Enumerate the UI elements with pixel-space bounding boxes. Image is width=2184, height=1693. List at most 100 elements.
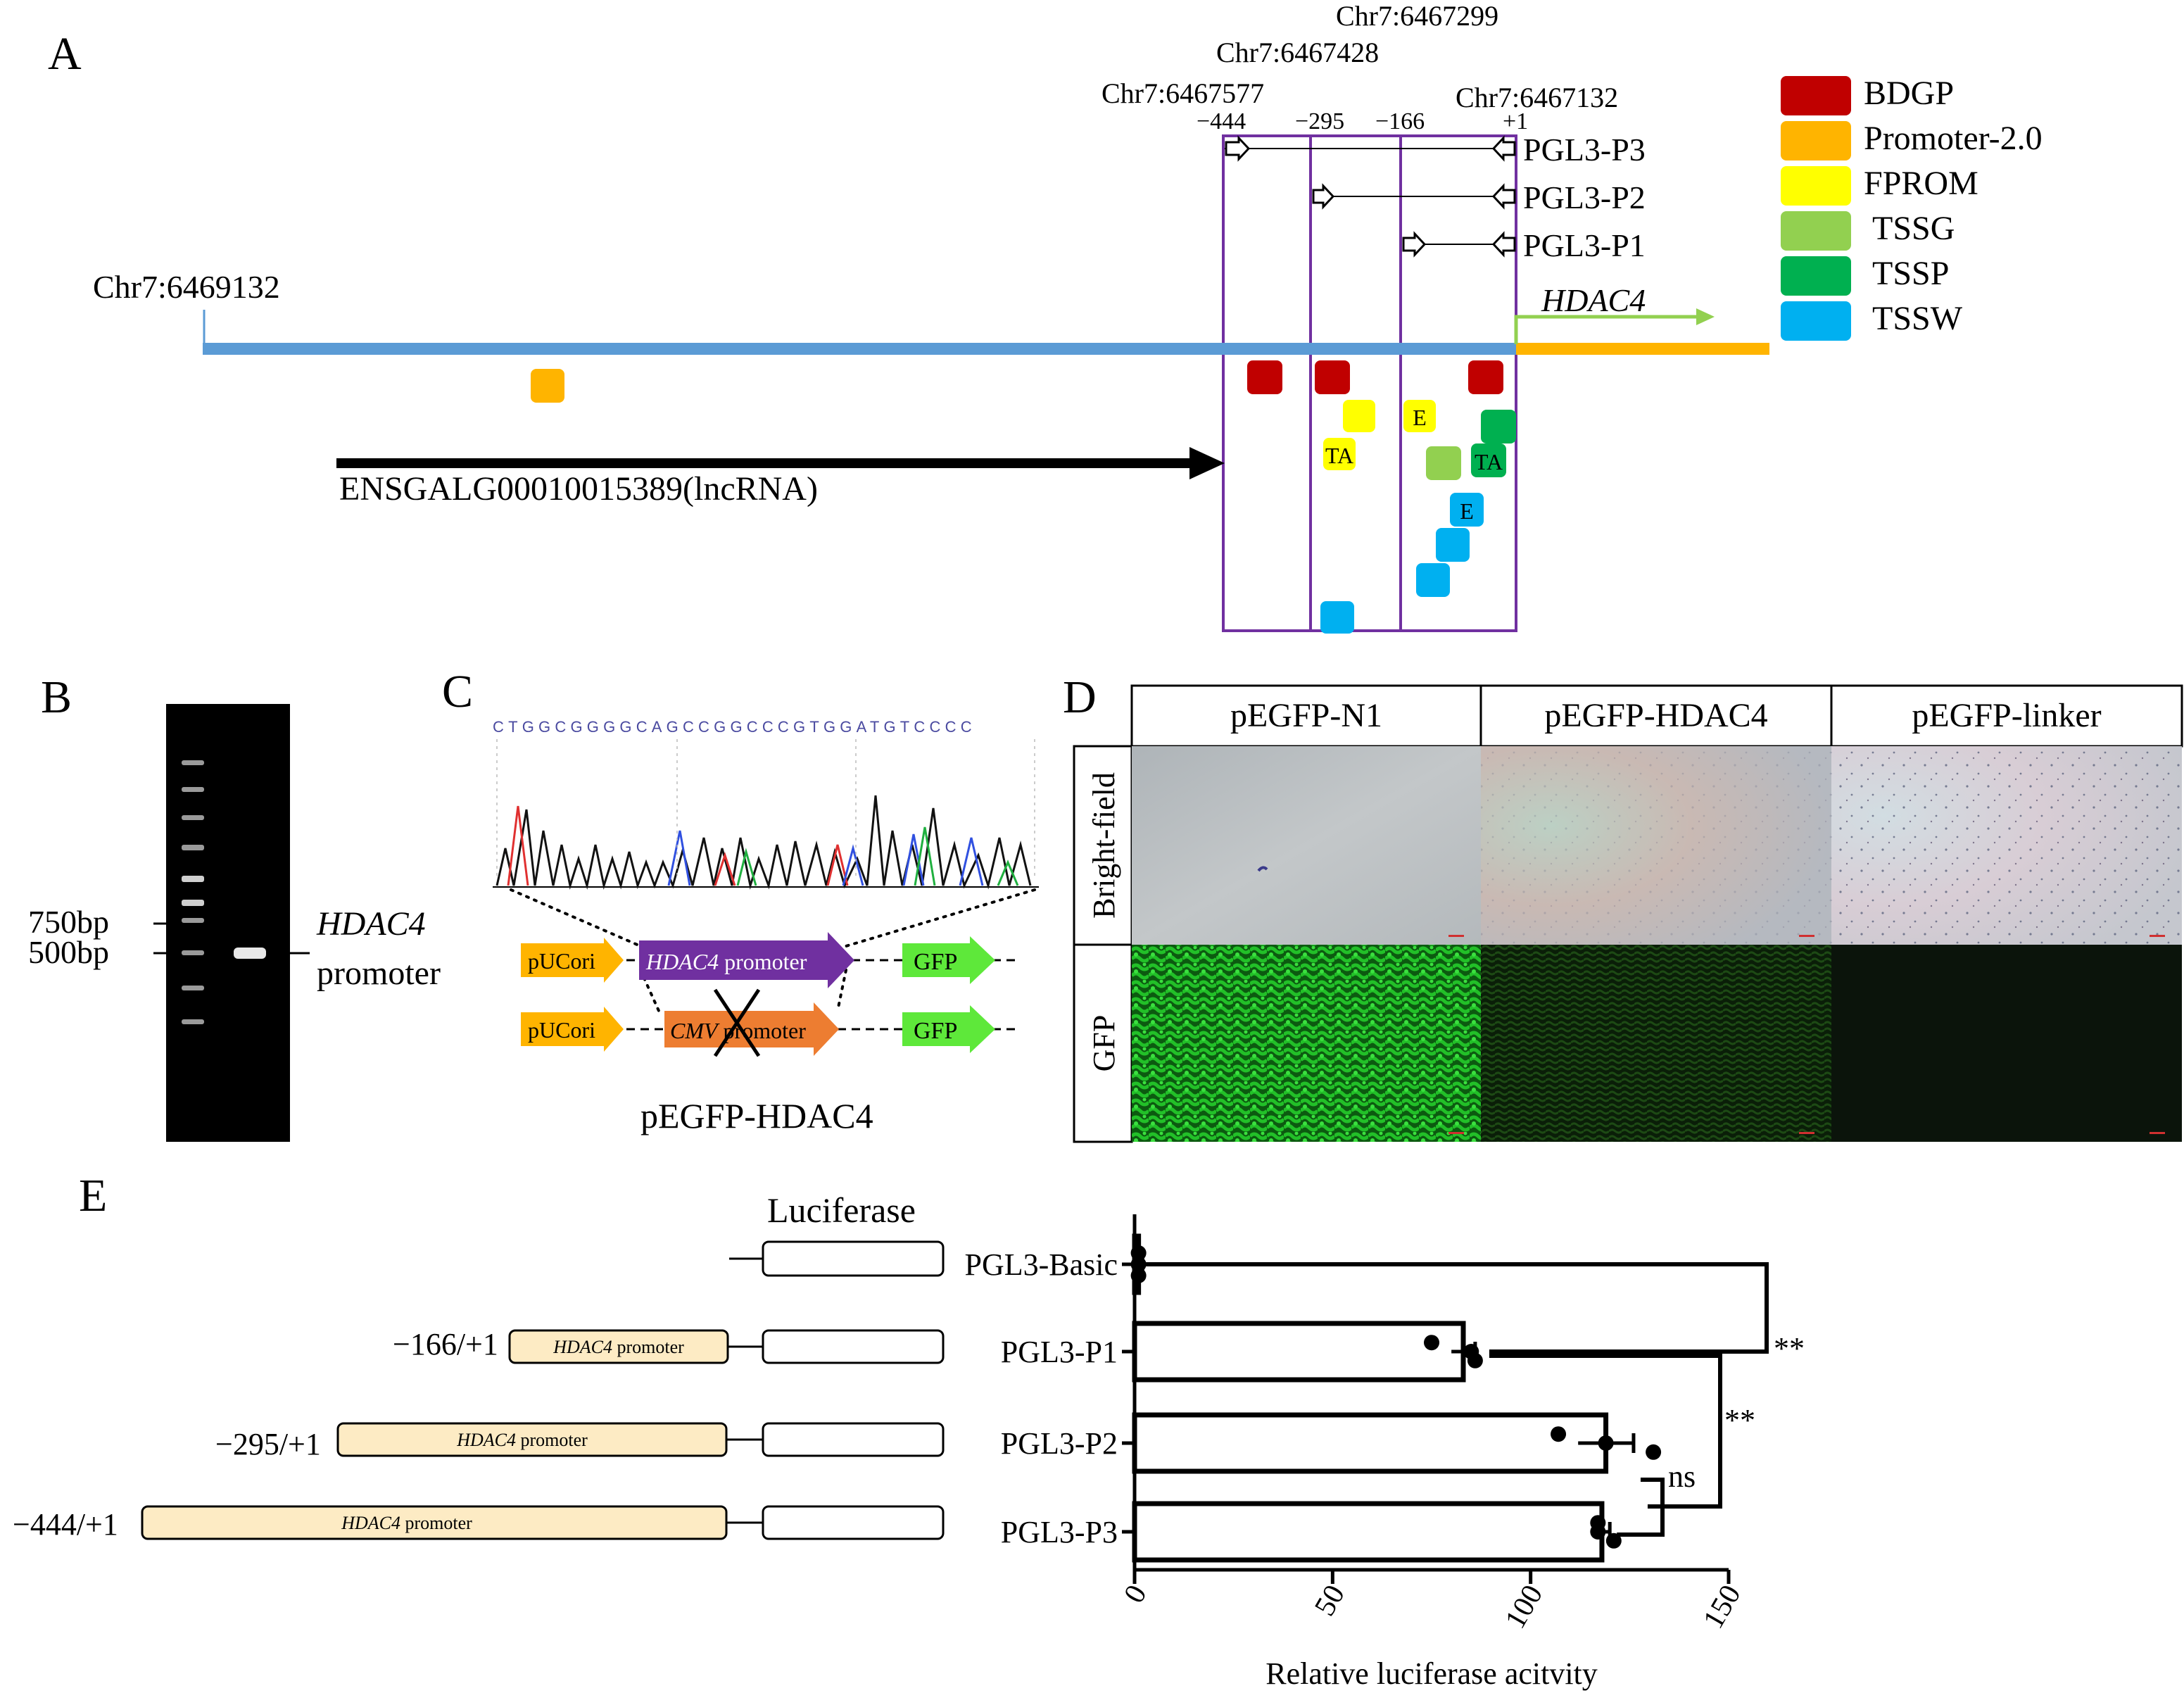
legend-swatch-bdgp bbox=[1781, 76, 1851, 115]
promoter-box-p1-label: HDAC4 promoter bbox=[553, 1337, 684, 1357]
luciferase-box-p1 bbox=[762, 1329, 945, 1364]
panel-d: D pEGFP-N1 pEGFP-HDAC4 pEGFP-linker Brig… bbox=[1063, 672, 2183, 1143]
panel-c: C CTGGCGGGGCAGCCGGCCCGTGGATGTCCCC pUCori… bbox=[442, 666, 1039, 1135]
data-point-0-0 bbox=[1130, 1245, 1147, 1261]
col-header-n1: pEGFP-N1 bbox=[1230, 697, 1382, 734]
bdgp-mark-3 bbox=[1468, 360, 1503, 394]
image-brightfield-hdac4-cells bbox=[1481, 746, 1831, 945]
fprom-mark-3 bbox=[1403, 400, 1436, 432]
lncrna-arrow-head bbox=[1189, 447, 1225, 479]
primer-p3 bbox=[1225, 135, 1516, 162]
legend-swatch-tssg bbox=[1781, 211, 1851, 251]
significance-bracket-1 bbox=[1489, 1354, 1722, 1509]
tick-295: −295 bbox=[1295, 108, 1344, 134]
band-promoter-label: promoter bbox=[317, 955, 441, 992]
tssw-mark-1 bbox=[1450, 493, 1484, 527]
panel-d-label: D bbox=[1063, 672, 1097, 723]
image-gfp-hdac4 bbox=[1481, 945, 1831, 1142]
coord-6467132: Chr7:6467132 bbox=[1456, 82, 1618, 113]
legend-swatch-promoter2 bbox=[1781, 121, 1851, 161]
coord-6469132: Chr7:6469132 bbox=[93, 269, 280, 305]
image-gfp-linker bbox=[1831, 945, 2182, 1142]
bar-pgl3-p1 bbox=[1132, 1321, 1466, 1383]
gel-ladder bbox=[182, 760, 204, 1024]
luciferase-bar-chart: 0 50 100 150 PGL3-Basic PGL3-P1 PGL3-P2 PGL3-P3… bbox=[964, 1214, 1805, 1691]
sequence-text: CTGGCGGGGCAGCCGGCCCGTGGATGTCCCC bbox=[493, 718, 976, 736]
panel-e-label: E bbox=[79, 1170, 107, 1221]
tssw-mark-4 bbox=[1320, 601, 1354, 634]
category-label-1: PGL3-P1 bbox=[1001, 1335, 1118, 1369]
legend-swatch-fprom bbox=[1781, 166, 1851, 206]
bdgp-mark-1 bbox=[1247, 360, 1282, 394]
legend-label-bdgp: BDGP bbox=[1864, 75, 1954, 112]
bar-pgl3-p2 bbox=[1132, 1412, 1609, 1474]
category-label-2: PGL3-P2 bbox=[1001, 1426, 1118, 1461]
significance-bracket-2 bbox=[1617, 1478, 1665, 1537]
primer-p1 bbox=[1402, 231, 1516, 258]
tss-arrow-head bbox=[1696, 308, 1715, 325]
promoter-box-p3-label: HDAC4 promoter bbox=[341, 1513, 472, 1533]
significance-bracket-0 bbox=[1145, 1262, 1769, 1354]
col-header-linker: pEGFP-linker bbox=[1912, 697, 2101, 734]
legend-label-tssp: TSSP bbox=[1872, 255, 1949, 292]
tssg-mark bbox=[1426, 446, 1461, 480]
deletion-cross-icon bbox=[713, 988, 761, 1057]
col-header-hdac4: pEGFP-HDAC4 bbox=[1544, 697, 1767, 734]
coord-6467428: Chr7:6467428 bbox=[1216, 37, 1379, 68]
tick-444: −444 bbox=[1197, 108, 1246, 134]
construct-label-p2: PGL3-P2 bbox=[1523, 180, 1646, 215]
coord-6467299: Chr7:6467299 bbox=[1336, 0, 1498, 32]
lncrna-label: ENSGALG00010015389(lncRNA) bbox=[339, 470, 818, 508]
promoter-box-p2-label: HDAC4 promoter bbox=[456, 1430, 588, 1450]
zoom-lines bbox=[510, 888, 1036, 948]
gfp-arrow-1 bbox=[902, 936, 995, 984]
e-label-1: E bbox=[1413, 405, 1427, 430]
panel-e: E Luciferase −166/+1 HDAC4 promoter −295… bbox=[13, 1170, 1805, 1691]
gfp-label-2: GFP bbox=[914, 1018, 957, 1044]
row-header-brightfield: Bright-field bbox=[1087, 772, 1121, 919]
fprom-mark-2 bbox=[1323, 438, 1356, 470]
data-point-3-2 bbox=[1605, 1532, 1622, 1549]
tick-plus1: +1 bbox=[1503, 108, 1528, 134]
x-tick-label-0: 0 bbox=[1118, 1580, 1153, 1609]
tick-166: −166 bbox=[1375, 108, 1425, 134]
coord-6467577: Chr7:6467577 bbox=[1102, 77, 1264, 109]
lncrna-bar bbox=[336, 458, 1209, 468]
range-label-p1: −166/+1 bbox=[393, 1327, 498, 1361]
x-tick-label-3: 150 bbox=[1697, 1580, 1747, 1635]
gfp-arrow-2 bbox=[902, 1005, 995, 1053]
construct-label-p1: PGL3-P1 bbox=[1523, 227, 1646, 263]
marker-label-500: 500bp bbox=[28, 934, 109, 970]
data-point-2-2 bbox=[1646, 1444, 1662, 1460]
puc-label-2: pUCori bbox=[528, 1017, 595, 1043]
chromosome-bar bbox=[203, 343, 1516, 355]
data-point-1-2 bbox=[1467, 1352, 1483, 1368]
hdac4-promoter-label: HDAC4 promoter bbox=[645, 949, 807, 974]
category-label-0: PGL3-Basic bbox=[964, 1247, 1118, 1282]
tssp-mark-2 bbox=[1471, 443, 1506, 477]
legend-swatch-tssp bbox=[1781, 256, 1851, 296]
marker-label-750: 750bp bbox=[28, 904, 109, 940]
brightfield-debris bbox=[1257, 866, 1268, 872]
data-point-0-1 bbox=[1130, 1257, 1147, 1272]
x-tick-label-1: 50 bbox=[1308, 1580, 1351, 1621]
range-label-p3: −444/+1 bbox=[13, 1507, 118, 1542]
legend: BDGP Promoter-2.0 FPROM TSSG TSSP TSSW bbox=[1781, 75, 2043, 341]
data-point-2-1 bbox=[1598, 1435, 1614, 1451]
panel-c-label: C bbox=[442, 666, 473, 717]
x-axis-label: Relative luciferase acitvity bbox=[1265, 1656, 1598, 1691]
image-brightfield-n1 bbox=[1132, 746, 1481, 945]
scale-bars bbox=[1448, 935, 2165, 1134]
row-header-gfp: GFP bbox=[1087, 1015, 1121, 1072]
cmv-promoter-arrow bbox=[664, 1002, 839, 1056]
range-label-p2: −295/+1 bbox=[215, 1427, 321, 1461]
hdac4-gene-label: HDAC4 bbox=[1541, 282, 1646, 318]
legend-label-tssg: TSSG bbox=[1872, 210, 1955, 247]
significance-label-0: ** bbox=[1774, 1331, 1805, 1366]
construct-name: pEGFP-HDAC4 bbox=[640, 1096, 873, 1135]
e-label-2: E bbox=[1460, 498, 1474, 524]
significance-label-1: ** bbox=[1724, 1403, 1755, 1437]
panel-b-label: B bbox=[41, 672, 72, 723]
fprom-mark-1 bbox=[1343, 400, 1375, 432]
